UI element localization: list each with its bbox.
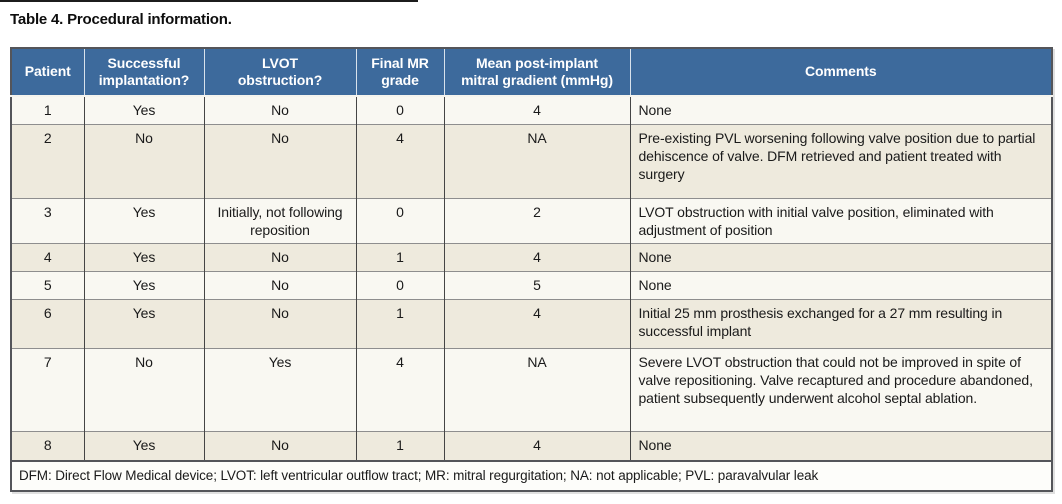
- cell-comments: None: [629, 270, 1052, 300]
- cell-implantation: No: [83, 347, 204, 432]
- cell-lvot: Initially, not following reposition: [203, 197, 356, 244]
- cell-implantation: Yes: [83, 298, 204, 349]
- column-header-mean-gradient: Mean post-implant mitral gradient (mmHg): [443, 48, 630, 97]
- cell-implantation: Yes: [83, 197, 204, 244]
- cell-patient: 4: [11, 242, 84, 272]
- cell-lvot: No: [203, 430, 356, 462]
- cell-gradient: NA: [443, 123, 630, 198]
- table-row: 4 Yes No 1 4 None: [11, 242, 1052, 272]
- cell-lvot: No: [203, 270, 356, 300]
- cell-comments: Pre-existing PVL worsening following val…: [629, 123, 1052, 198]
- column-header-successful-implantation: Successful implantation?: [83, 48, 204, 97]
- column-header-comments: Comments: [629, 48, 1052, 97]
- header-label: Final MR: [371, 54, 429, 71]
- cell-mr-grade: 1: [355, 242, 444, 272]
- header-label: LVOT: [262, 54, 298, 71]
- cell-lvot: No: [203, 242, 356, 272]
- cell-comments: None: [629, 95, 1052, 124]
- cell-gradient: 4: [443, 95, 630, 124]
- cell-mr-grade: 4: [355, 347, 444, 432]
- column-header-patient: Patient: [11, 48, 84, 97]
- cell-patient: 7: [11, 347, 84, 432]
- cell-gradient: 2: [443, 197, 630, 244]
- cell-patient: 6: [11, 298, 84, 349]
- cell-lvot: Yes: [203, 347, 356, 432]
- cell-mr-grade: 4: [355, 123, 444, 198]
- cell-gradient: 4: [443, 298, 630, 349]
- cell-patient: 8: [11, 430, 84, 462]
- table-row: 5 Yes No 0 5 None: [11, 270, 1052, 300]
- header-label: Successful: [107, 54, 181, 71]
- cell-implantation: Yes: [83, 270, 204, 300]
- cell-mr-grade: 1: [355, 298, 444, 349]
- header-label: Comments: [804, 63, 877, 80]
- table-row: 2 No No 4 NA Pre-existing PVL worsening …: [11, 123, 1052, 198]
- table-title: Table 4. Procedural information.: [10, 11, 232, 28]
- column-header-final-mr-grade: Final MR grade: [355, 48, 444, 97]
- cell-comments: Initial 25 mm prosthesis exchanged for a…: [629, 298, 1052, 349]
- procedural-information-table: Patient Successful implantation? LVOT obst…: [10, 47, 1053, 492]
- table-row: 1 Yes No 0 4 None: [11, 95, 1052, 124]
- cell-implantation: Yes: [83, 242, 204, 272]
- cell-comments: None: [629, 242, 1052, 272]
- cell-lvot: No: [203, 95, 356, 124]
- cell-comments: Severe LVOT obstruction that could not b…: [629, 347, 1052, 432]
- cell-mr-grade: 0: [355, 197, 444, 244]
- cell-mr-grade: 1: [355, 430, 444, 462]
- column-header-lvot-obstruction: LVOT obstruction?: [203, 48, 356, 97]
- header-row: Patient Successful implantation? LVOT obst…: [11, 48, 1052, 97]
- table-row: 3 Yes Initially, not following repositio…: [11, 197, 1052, 244]
- abbreviations-footnote-row: DFM: Direct Flow Medical device; LVOT: l…: [11, 460, 1052, 491]
- cell-gradient: 4: [443, 430, 630, 462]
- table-row: 6 Yes No 1 4 Initial 25 mm prosthesis ex…: [11, 298, 1052, 349]
- top-rule-divider: [0, 0, 418, 2]
- cell-gradient: 5: [443, 270, 630, 300]
- cell-lvot: No: [203, 123, 356, 198]
- cell-implantation: Yes: [83, 430, 204, 462]
- cell-patient: 2: [11, 123, 84, 198]
- cell-comments: None: [629, 430, 1052, 462]
- table-row: 8 Yes No 1 4 None: [11, 430, 1052, 462]
- cell-lvot: No: [203, 298, 356, 349]
- cell-comments: LVOT obstruction with initial valve posi…: [629, 197, 1052, 244]
- cell-gradient: 4: [443, 242, 630, 272]
- abbreviations-footnote: DFM: Direct Flow Medical device; LVOT: l…: [11, 460, 1052, 491]
- cell-patient: 5: [11, 270, 84, 300]
- cell-mr-grade: 0: [355, 270, 444, 300]
- cell-implantation: No: [83, 123, 204, 198]
- cell-mr-grade: 0: [355, 95, 444, 124]
- cell-implantation: Yes: [83, 95, 204, 124]
- cell-patient: 1: [11, 95, 84, 124]
- header-label: Patient: [24, 63, 71, 80]
- cell-gradient: NA: [443, 347, 630, 432]
- table-row: 7 No Yes 4 NA Severe LVOT obstruction th…: [11, 347, 1052, 432]
- cell-patient: 3: [11, 197, 84, 244]
- header-label: Mean post-implant: [476, 54, 598, 71]
